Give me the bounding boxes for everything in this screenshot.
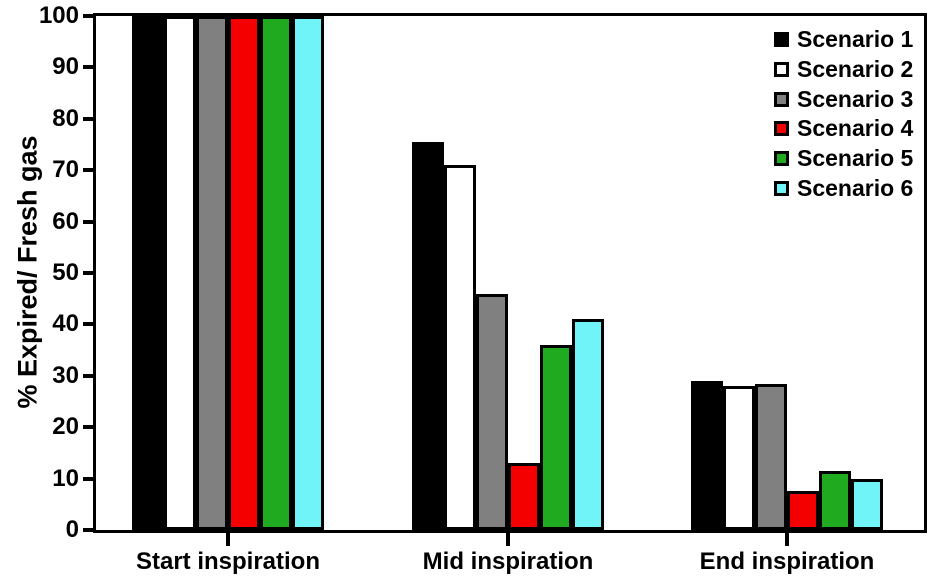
bar-scenario-1-2 bbox=[412, 142, 444, 530]
legend-label: Scenario 1 bbox=[797, 26, 914, 52]
bar-scenario-6-2 bbox=[572, 319, 604, 530]
legend-item-scenario-4: Scenario 4 bbox=[774, 113, 913, 143]
bar-scenario-4-2 bbox=[508, 463, 540, 530]
bar-scenario-4-1 bbox=[228, 16, 260, 530]
y-axis-tick bbox=[83, 14, 93, 18]
y-tick-label: 50 bbox=[52, 259, 79, 286]
y-axis-tick bbox=[83, 168, 93, 172]
legend-item-scenario-1: Scenario 1 bbox=[774, 24, 913, 54]
legend-swatch-icon bbox=[774, 61, 789, 77]
legend-item-scenario-2: Scenario 2 bbox=[774, 54, 913, 84]
y-axis-tick bbox=[83, 117, 93, 121]
legend-item-scenario-3: Scenario 3 bbox=[774, 84, 913, 114]
y-tick-label: 10 bbox=[52, 465, 79, 492]
bar-scenario-1-3 bbox=[691, 381, 723, 530]
legend-label: Scenario 5 bbox=[797, 145, 914, 171]
y-axis-tick bbox=[83, 322, 93, 326]
legend-swatch-icon bbox=[774, 31, 789, 47]
y-axis-tick bbox=[83, 374, 93, 378]
bar-scenario-2-2 bbox=[444, 165, 476, 530]
y-axis-tick bbox=[83, 528, 93, 532]
y-tick-label: 30 bbox=[52, 362, 79, 389]
legend-label: Scenario 3 bbox=[797, 86, 914, 112]
y-tick-label: 100 bbox=[38, 2, 79, 29]
y-tick-label: 80 bbox=[52, 105, 79, 132]
legend-swatch-icon bbox=[774, 180, 789, 196]
y-tick-label: 70 bbox=[52, 156, 79, 183]
x-axis-tick bbox=[226, 533, 230, 546]
y-tick-label: 20 bbox=[52, 413, 79, 440]
legend-swatch-icon bbox=[774, 150, 789, 166]
x-category-label: Start inspiration bbox=[135, 548, 321, 575]
bar-scenario-6-3 bbox=[851, 479, 883, 530]
y-axis-tick bbox=[83, 425, 93, 429]
x-axis-tick bbox=[506, 533, 510, 546]
x-category-label: Mid inspiration bbox=[422, 548, 594, 575]
bar-scenario-5-3 bbox=[819, 471, 851, 530]
bar-scenario-1-1 bbox=[132, 16, 164, 530]
y-tick-label: 0 bbox=[65, 516, 79, 543]
bar-scenario-6-1 bbox=[292, 16, 324, 530]
legend-label: Scenario 6 bbox=[797, 175, 914, 201]
legend-label: Scenario 4 bbox=[797, 115, 914, 141]
y-tick-label: 40 bbox=[52, 310, 79, 337]
plot-area bbox=[96, 16, 924, 530]
y-tick-label: 90 bbox=[52, 53, 79, 80]
y-axis-tick bbox=[83, 271, 93, 275]
legend-item-scenario-5: Scenario 5 bbox=[774, 143, 913, 173]
x-category-label: End inspiration bbox=[699, 548, 875, 575]
bar-scenario-2-3 bbox=[723, 386, 755, 530]
bar-scenario-5-2 bbox=[540, 345, 572, 530]
bar-scenario-3-1 bbox=[196, 16, 228, 530]
legend-label: Scenario 2 bbox=[797, 56, 914, 82]
y-axis-tick bbox=[83, 220, 93, 224]
bar-scenario-2-1 bbox=[164, 16, 196, 530]
x-axis-tick bbox=[785, 533, 789, 546]
bar-scenario-3-3 bbox=[755, 384, 787, 530]
legend-swatch-icon bbox=[774, 91, 789, 107]
bar-scenario-4-3 bbox=[787, 491, 819, 530]
y-axis-tick bbox=[83, 65, 93, 69]
y-tick-label: 60 bbox=[52, 208, 79, 235]
legend-swatch-icon bbox=[774, 120, 789, 136]
legend-item-scenario-6: Scenario 6 bbox=[774, 173, 913, 203]
bar-scenario-3-2 bbox=[476, 294, 508, 530]
y-axis-tick bbox=[83, 477, 93, 481]
bar-scenario-5-1 bbox=[260, 16, 292, 530]
